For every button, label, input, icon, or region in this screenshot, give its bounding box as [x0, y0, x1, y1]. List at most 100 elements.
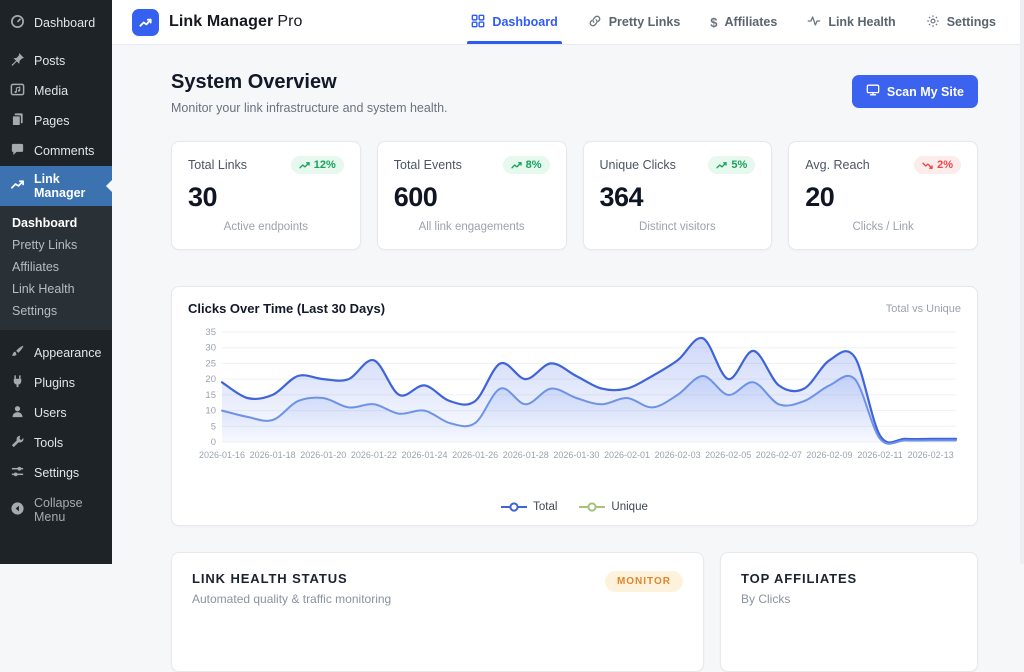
brand-name: Link Manager	[169, 13, 273, 30]
app-logo-icon	[132, 9, 159, 36]
stat-card-total-links: Total Links 12% 30 Active endpoints	[171, 141, 361, 250]
page-subtitle: Monitor your link infrastructure and sys…	[171, 101, 448, 115]
sidebar-item-label: Posts	[34, 54, 65, 68]
stat-value: 364	[600, 182, 756, 213]
tab-label: Pretty Links	[609, 15, 681, 29]
tab-label: Dashboard	[492, 15, 557, 29]
sidebar-item-media[interactable]: Media	[0, 76, 112, 106]
sidebar-item-label: Appearance	[34, 346, 101, 360]
trend-up-badge: 8%	[503, 156, 550, 174]
sidebar-item-comments[interactable]: Comments	[0, 136, 112, 166]
sidebar-item-plugins[interactable]: Plugins	[0, 368, 112, 398]
svg-text:2026-01-18: 2026-01-18	[250, 450, 296, 460]
svg-text:5: 5	[211, 421, 216, 432]
chart-legend: Total Unique	[188, 501, 961, 515]
overview-header: System Overview Monitor your link infras…	[171, 71, 978, 115]
svg-text:25: 25	[205, 358, 216, 369]
sidebar-item-dashboard[interactable]: Dashboard	[0, 8, 112, 38]
sidebar-item-label: Dashboard	[34, 16, 95, 30]
panel-title: LINK HEALTH STATUS	[192, 571, 391, 586]
plug-icon	[10, 374, 25, 392]
collapse-menu-label: Collapse Menu	[34, 496, 104, 524]
svg-text:2026-02-05: 2026-02-05	[705, 450, 751, 460]
stat-card-total-events: Total Events 8% 600 All link engagements	[377, 141, 567, 250]
scan-my-site-button[interactable]: Scan My Site	[852, 75, 978, 108]
stat-label: Total Events	[394, 158, 462, 172]
active-item-notch	[106, 180, 112, 192]
collapse-menu-button[interactable]: Collapse Menu	[0, 490, 112, 530]
svg-text:35: 35	[205, 327, 216, 338]
sidebar-item-settings[interactable]: Settings	[0, 458, 112, 488]
tab-link-health[interactable]: Link Health	[807, 0, 895, 44]
legend-marker-icon	[501, 502, 527, 512]
sidebar-item-label: Settings	[34, 466, 79, 480]
svg-text:2026-02-03: 2026-02-03	[655, 450, 701, 460]
chart-note: Total vs Unique	[886, 303, 961, 315]
sidebar-item-label: Pages	[34, 114, 69, 128]
grid-icon	[471, 14, 485, 31]
sidebar-item-tools[interactable]: Tools	[0, 428, 112, 458]
panel-subtitle: Automated quality & traffic monitoring	[192, 592, 391, 606]
submenu-item-affiliates[interactable]: Affiliates	[0, 256, 112, 278]
submenu-item-settings[interactable]: Settings	[0, 300, 112, 322]
scrollbar[interactable]	[1020, 0, 1024, 564]
submenu-item-pretty-links[interactable]: Pretty Links	[0, 234, 112, 256]
user-icon	[10, 404, 25, 422]
link-manager-submenu: Dashboard Pretty Links Affiliates Link H…	[0, 206, 112, 330]
wp-admin-sidebar: Dashboard Posts Media Pages Comments Lin…	[0, 0, 112, 564]
wrench-icon	[10, 434, 25, 452]
trend-down-badge: 2%	[914, 156, 961, 174]
stat-value: 30	[188, 182, 344, 213]
sidebar-item-label: Tools	[34, 436, 63, 450]
sidebar-item-label: Comments	[34, 144, 94, 158]
brush-icon	[10, 344, 25, 362]
comment-icon	[10, 142, 25, 160]
tab-pretty-links[interactable]: Pretty Links	[588, 0, 681, 44]
header-tabs: Dashboard Pretty Links $ Affiliates Link…	[471, 0, 1024, 44]
sidebar-item-label: Users	[34, 406, 67, 420]
svg-text:2026-02-01: 2026-02-01	[604, 450, 650, 460]
submenu-item-link-health[interactable]: Link Health	[0, 278, 112, 300]
tab-label: Link Health	[828, 15, 895, 29]
sidebar-item-posts[interactable]: Posts	[0, 46, 112, 76]
sidebar-item-users[interactable]: Users	[0, 398, 112, 428]
monitor-icon	[866, 83, 880, 100]
svg-text:2026-01-20: 2026-01-20	[300, 450, 346, 460]
svg-text:2026-01-16: 2026-01-16	[199, 450, 245, 460]
sidebar-item-pages[interactable]: Pages	[0, 106, 112, 136]
stat-sublabel: All link engagements	[394, 221, 550, 233]
brand-suffix: Pro	[277, 13, 302, 30]
svg-text:0: 0	[211, 437, 216, 448]
top-affiliates-panel: TOP AFFILIATES By Clicks	[720, 552, 978, 672]
badge-value: 5%	[731, 159, 747, 171]
tab-dashboard[interactable]: Dashboard	[471, 0, 557, 44]
svg-text:2026-01-22: 2026-01-22	[351, 450, 397, 460]
monitor-badge: MONITOR	[605, 571, 683, 592]
stat-card-avg-reach: Avg. Reach 2% 20 Clicks / Link	[788, 141, 978, 250]
submenu-item-dashboard[interactable]: Dashboard	[0, 212, 112, 234]
svg-text:10: 10	[205, 406, 216, 417]
legend-item-unique[interactable]: Unique	[579, 501, 647, 513]
svg-text:15: 15	[205, 390, 216, 401]
sliders-icon	[10, 464, 25, 482]
svg-text:2026-02-13: 2026-02-13	[908, 450, 954, 460]
stat-sublabel: Distinct visitors	[600, 221, 756, 233]
stat-value: 600	[394, 182, 550, 213]
sidebar-item-link-manager[interactable]: Link Manager	[0, 166, 112, 206]
svg-text:2026-02-09: 2026-02-09	[806, 450, 852, 460]
panel-subtitle: By Clicks	[741, 592, 957, 606]
stat-label: Unique Clicks	[600, 158, 676, 172]
stat-value: 20	[805, 182, 961, 213]
sidebar-item-label: Media	[34, 84, 68, 98]
sidebar-item-appearance[interactable]: Appearance	[0, 338, 112, 368]
tab-settings[interactable]: Settings	[926, 0, 996, 44]
stats-row: Total Links 12% 30 Active endpoints Tota…	[171, 141, 978, 250]
tab-affiliates[interactable]: $ Affiliates	[710, 0, 777, 44]
legend-item-total[interactable]: Total	[501, 501, 557, 513]
sidebar-item-label: Plugins	[34, 376, 75, 390]
activity-icon	[807, 14, 821, 31]
